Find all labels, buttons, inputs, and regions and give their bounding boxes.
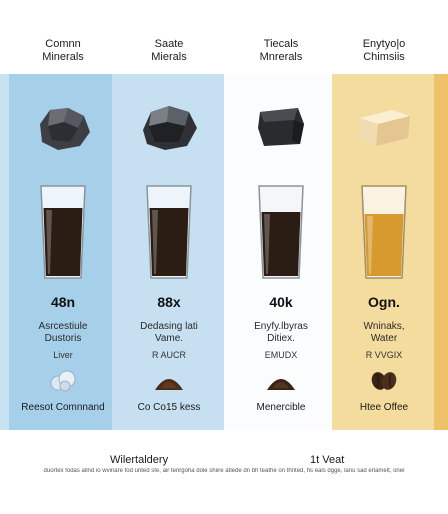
column-4-sub-label: R VVGIX [365,350,403,360]
column-3-description: Enyfy.lbyras Ditiex. [254,321,308,344]
column-1: 48n Asrcestiule Dustoris Liver Reesot Co… [8,74,118,430]
column-4: Ogn. Wninaks, Water R VVGIX Htee Offee [329,74,439,430]
glass-icon [361,185,407,279]
rock-icon [40,108,90,150]
footer-note: duortex fodas allnd io wvinare fod unted… [43,468,405,474]
grounds-pile-icon [267,379,295,390]
column-4-footer-label: Htee Offee [359,402,409,413]
rock-icon [258,108,304,146]
grounds-pile-icon [155,379,183,390]
column-4-value: Ogn. [368,294,400,310]
column-title-2: Saate Mierals [151,38,187,63]
column-3-value: 40k [269,294,293,310]
column-1-value: 48n [50,294,76,310]
column-band-edge [0,74,9,430]
column-2-footer-label: Co Co15 kess [137,402,201,413]
column-band-edge-right [434,74,448,430]
butter-block-icon [358,110,410,146]
column-2-description: Dedasing lati Vame. [140,321,198,344]
column-3-sub-label: EMUDX [264,350,298,360]
column-1-sub-label: Liver [53,350,73,360]
column-2: 88x Dedasing lati Vame. R AUCR Co Co15 k… [114,74,224,430]
footer-right-label: 1t Veat [310,454,345,466]
column-2-sub-label: R AUCR [151,350,186,360]
column-2-value: 88x [157,294,181,310]
glass-icon [40,185,86,279]
coffee-beans-icon [371,372,397,390]
column-1-description: Asrcestiule Dustoris [38,321,88,344]
column-title-4: Enytyo|o Chimsiis [362,38,406,63]
header [0,0,448,74]
ice-cluster-icon [50,370,76,392]
column-title-1: Comnn Minerals [42,38,84,63]
rock-icon [143,106,197,150]
footer-left-label: Wilertaldery [110,454,169,466]
column-3: 40k Enyfy.lbyras Ditiex. EMUDX Menercibl… [226,74,336,430]
glass-icon [258,185,304,279]
column-3-footer-label: Menercible [256,402,306,413]
column-title-3: Tiecals Mnrerals [259,38,303,63]
column-4-description: Wninaks, Water [363,321,405,344]
column-1-footer-label: Reesot Comnnand [21,402,105,413]
glass-icon [146,185,192,279]
